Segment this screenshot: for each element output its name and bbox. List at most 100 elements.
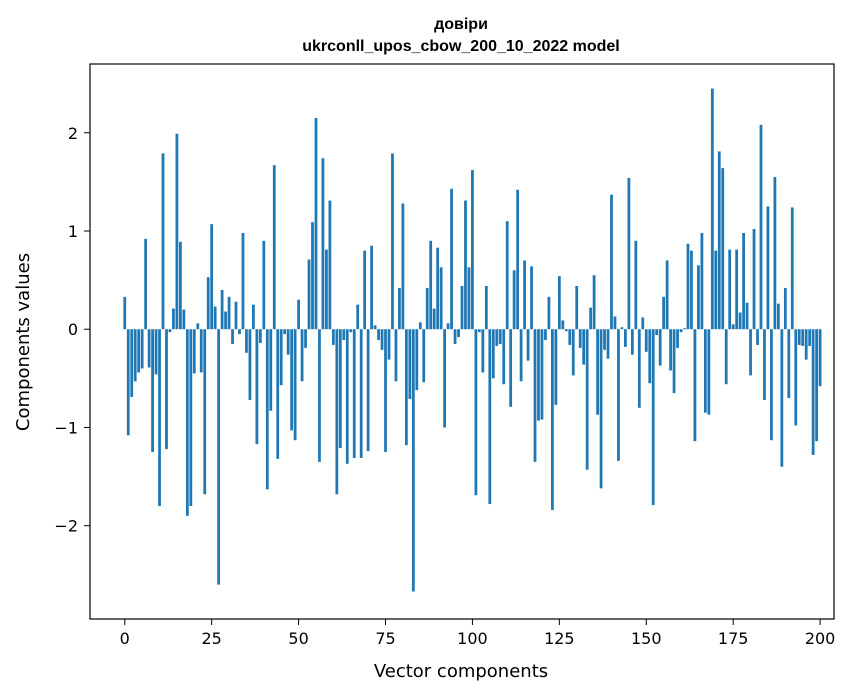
bar-75: [384, 329, 387, 453]
bar-4: [137, 329, 141, 373]
chart-subtitle: ukrconll_upos_cbow_200_10_2022 model: [302, 38, 619, 55]
bar-107: [495, 329, 499, 346]
bar-45: [279, 329, 283, 386]
bar-165: [697, 265, 700, 330]
bar-94: [450, 188, 453, 330]
bar-9: [154, 329, 158, 375]
bar-33: [238, 329, 241, 335]
bar-86: [422, 329, 426, 383]
bar-52: [304, 329, 307, 348]
bar-61: [335, 329, 339, 495]
bar-44: [276, 329, 280, 459]
bar-63: [342, 329, 346, 341]
bar-71: [370, 245, 373, 330]
bar-135: [592, 275, 596, 330]
y-axis-ticks: −2 −1 0 1 2: [54, 124, 90, 536]
x-tick-label: 150: [631, 629, 662, 648]
bar-183: [759, 124, 763, 330]
bar-23: [203, 329, 207, 495]
bar-121: [544, 329, 547, 341]
bar-111: [509, 329, 513, 407]
bar-68: [359, 329, 363, 458]
bar-157: [669, 329, 672, 371]
plot-frame: [89, 63, 835, 620]
bar-156: [665, 260, 669, 330]
bar-90: [436, 247, 440, 330]
bar-27: [217, 329, 221, 585]
y-tick-label: 2: [68, 124, 78, 143]
bar-160: [679, 329, 683, 333]
bar-171: [717, 151, 721, 330]
bar-133: [585, 329, 589, 470]
bar-57: [321, 158, 325, 330]
bar-28: [220, 289, 224, 330]
bar-21: [196, 323, 200, 330]
bar-118: [533, 329, 537, 462]
bar-80: [401, 203, 405, 330]
bar-20: [192, 329, 196, 374]
bar-108: [498, 329, 502, 344]
bar-32: [234, 301, 238, 330]
bar-5: [140, 329, 144, 369]
bar-130: [575, 286, 579, 330]
bar-64: [345, 329, 349, 464]
bar-22: [199, 329, 203, 373]
bar-62: [338, 329, 342, 449]
bar-110: [505, 221, 509, 330]
bar-84: [415, 329, 419, 391]
bar-197: [808, 329, 812, 346]
x-tick-label: 25: [202, 629, 222, 648]
bar-39: [258, 329, 262, 343]
bar-6: [144, 238, 148, 330]
bar-40: [262, 240, 266, 330]
bar-91: [439, 267, 443, 330]
bar-89: [432, 308, 436, 330]
bar-132: [582, 329, 586, 365]
bar-158: [672, 329, 676, 394]
bar-103: [481, 329, 485, 373]
bar-137: [599, 329, 603, 489]
bar-192: [790, 207, 794, 330]
bar-3: [133, 329, 137, 382]
bar-154: [658, 329, 662, 366]
bar-104: [484, 286, 488, 330]
bar-143: [620, 327, 624, 330]
bar-19: [189, 329, 193, 507]
bar-0: [123, 296, 127, 330]
bar-34: [241, 232, 245, 330]
bar-112: [512, 270, 516, 330]
bars-group: [123, 88, 822, 592]
bar-58: [325, 249, 328, 330]
bar-30: [227, 296, 231, 330]
bar-170: [714, 250, 718, 330]
bar-12: [165, 329, 168, 450]
bar-101: [474, 329, 478, 496]
bar-136: [596, 329, 599, 415]
bar-93: [446, 323, 450, 330]
y-tick-label: −2: [54, 517, 78, 536]
bar-190: [783, 287, 787, 330]
bar-145: [627, 177, 631, 330]
x-tick-label: 75: [375, 629, 395, 648]
bar-88: [429, 240, 433, 330]
bar-100: [471, 170, 474, 330]
x-tick-label: 175: [718, 629, 749, 648]
bar-151: [648, 329, 652, 384]
bar-37: [252, 304, 255, 330]
x-tick-label: 100: [457, 629, 488, 648]
bar-49: [293, 329, 297, 441]
bar-25: [210, 224, 214, 330]
bar-193: [794, 329, 798, 426]
bar-187: [773, 176, 777, 330]
bar-182: [756, 329, 759, 345]
bar-50: [297, 299, 300, 330]
bar-76: [387, 329, 391, 360]
bar-164: [693, 329, 697, 442]
bar-48: [290, 329, 294, 431]
bar-56: [318, 329, 321, 462]
bar-196: [804, 329, 808, 360]
bar-82: [408, 329, 412, 399]
bar-69: [363, 250, 367, 330]
bar-109: [502, 329, 506, 385]
